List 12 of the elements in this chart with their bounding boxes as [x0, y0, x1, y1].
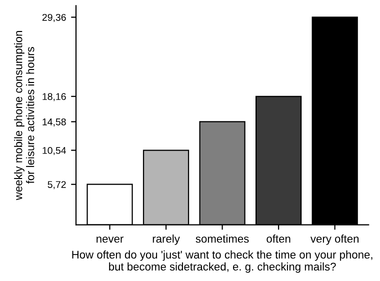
- y-tick-label: 14,58: [42, 118, 66, 126]
- x-axis-title: How often do you 'just' want to check the time on your phone, but become sidetracked, e. g. checking mails?: [72, 250, 372, 273]
- x-tick-label: sometimes: [196, 234, 249, 243]
- y-axis-title: weekly mobile phone consumption for leisure activities in hours: [14, 31, 34, 200]
- x-tick-label: very often: [310, 234, 359, 245]
- x-tick-label: rarely: [152, 234, 180, 245]
- y-tick-label: 5,72: [48, 181, 66, 190]
- x-tick-label: never: [96, 236, 124, 243]
- x-tick-label: often: [266, 234, 290, 243]
- y-tick-label: 29,36: [42, 14, 66, 22]
- y-tick-label: 10,54: [42, 147, 66, 156]
- y-tick-label: 18,16: [42, 93, 66, 102]
